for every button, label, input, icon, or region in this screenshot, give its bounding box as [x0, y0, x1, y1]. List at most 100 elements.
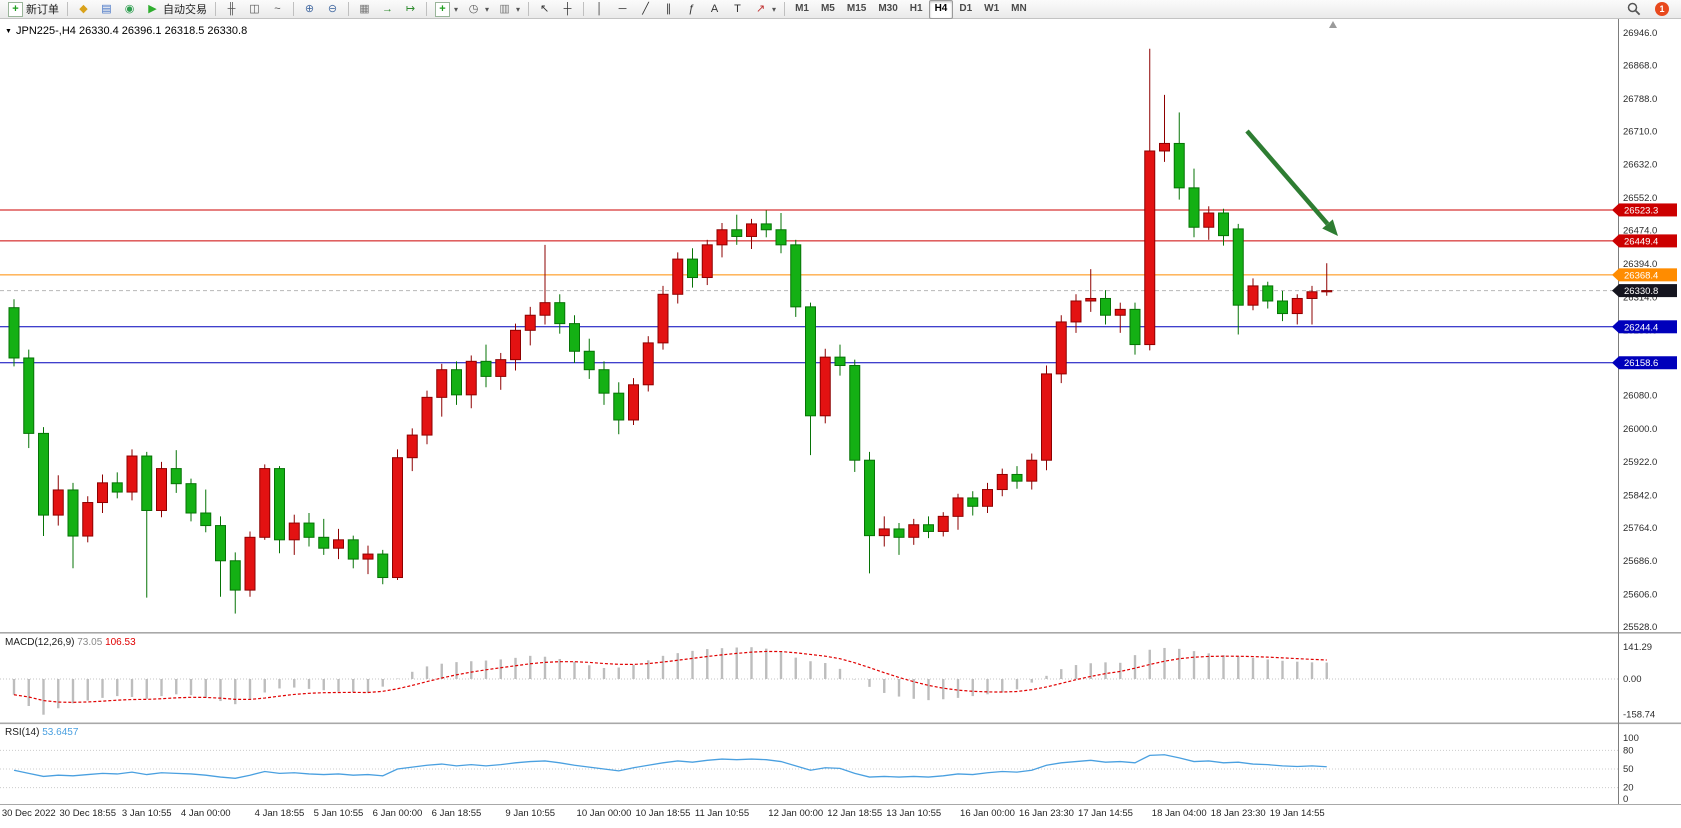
line-chart-button[interactable]: ~	[266, 0, 289, 19]
macd-histogram-bar	[101, 679, 104, 698]
chart-region[interactable]: 26946.0 26868.0 26788.0 26710.0 26632.0 26552…	[0, 19, 1681, 823]
toolbar-separator	[67, 2, 68, 16]
pane-separator-axis	[0, 804, 1681, 805]
bar-chart-button[interactable]: ╫	[220, 0, 243, 19]
macd-histogram-bar	[352, 679, 355, 693]
text-button[interactable]: A	[703, 0, 726, 19]
toolbar-separator	[784, 2, 786, 16]
macd-histogram-bar	[838, 668, 842, 679]
price-axis-label: 26632.0	[1623, 159, 1657, 170]
market-watch-button[interactable]: ◆	[72, 0, 95, 19]
vertical-line-icon: │	[596, 2, 603, 15]
fibonacci-button[interactable]: ƒ	[680, 0, 703, 19]
price-tag: 26368.4	[1612, 268, 1677, 282]
candle-body	[274, 468, 285, 541]
chart-title: JPN225-,H4 26330.4 26396.1 26318.5 26330…	[16, 25, 247, 37]
trendline-icon: ╱	[642, 2, 649, 15]
candle-body	[52, 489, 64, 516]
text-label-icon: T	[734, 2, 741, 15]
macd-histogram-bar	[1222, 655, 1225, 679]
new-order-button[interactable]: + 新订单	[4, 0, 63, 19]
time-axis-label: 30 Dec 18:55	[59, 808, 116, 819]
periods-button[interactable]: ◷ ▾	[462, 0, 493, 19]
timeframe-button-m15[interactable]: M15	[846, 2, 867, 14]
chart-shift-button[interactable]: ↦	[399, 0, 422, 19]
auto-scroll-button[interactable]: →	[376, 0, 399, 19]
candle-body	[893, 528, 905, 538]
candle-body	[1291, 297, 1303, 315]
macd-axis-label: -158.74	[1623, 710, 1655, 721]
cursor-button[interactable]: ↖	[533, 0, 556, 19]
timeframe-button-m5[interactable]: M5	[820, 2, 835, 14]
candle-body	[628, 384, 639, 421]
current-price-tag-text: 26330.8	[1624, 286, 1658, 297]
macd-histogram-bar	[971, 679, 974, 697]
crosshair-button[interactable]: ┼	[556, 0, 579, 19]
macd-histogram-bar	[794, 657, 797, 679]
macd-axis-label: 141.29	[1623, 642, 1652, 653]
macd-histogram-bar	[248, 679, 252, 700]
candle-body	[1277, 300, 1288, 315]
candle-body	[1247, 285, 1259, 306]
time-axis-label: 6 Jan 18:55	[432, 808, 482, 819]
candle-body	[406, 434, 418, 459]
new-order-icon: +	[8, 1, 23, 17]
macd-indicator-label: MACD(12,26,9) 73.05 106.53	[5, 637, 136, 648]
chart-canvas[interactable]: 26946.0 26868.0 26788.0 26710.0 26632.0 26552…	[0, 19, 1681, 823]
zoom-in-icon: ⊕	[304, 2, 315, 15]
macd-histogram-bar	[573, 661, 576, 679]
autotrading-button[interactable]: ▶ 自动交易	[141, 0, 211, 19]
templates-button[interactable]: ▥ ▾	[493, 0, 524, 19]
macd-histogram-bar	[853, 679, 856, 680]
price-axis-label: 25842.0	[1623, 490, 1657, 501]
navigator-button[interactable]: ◉	[118, 0, 141, 19]
macd-histogram-bar	[440, 663, 443, 679]
timeframe-button-m30[interactable]: M30	[878, 2, 898, 14]
tile-windows-button[interactable]: ▦	[353, 0, 376, 19]
data-window-button[interactable]: ▤	[95, 0, 118, 19]
channel-button[interactable]: ∥	[657, 0, 680, 19]
candle-body	[303, 522, 315, 538]
timeframe-button-h4[interactable]: H4	[928, 0, 954, 19]
price-tag-text: 26158.6	[1624, 358, 1658, 369]
chart-shift-marker[interactable]	[1329, 21, 1337, 28]
timeframe-button-w1[interactable]: W1	[984, 2, 1000, 14]
trendline-button[interactable]: ╱	[634, 0, 657, 19]
timeframe-button-h1[interactable]: H1	[909, 2, 923, 14]
zoom-out-button[interactable]: ⊖	[321, 0, 344, 19]
price-tag-box	[1619, 356, 1677, 370]
price-axis-label: 26552.0	[1623, 193, 1657, 204]
macd-histogram-bar	[897, 679, 901, 697]
macd-histogram-bar	[942, 679, 945, 700]
price-tag: 26449.4	[1612, 234, 1677, 248]
candlestick-chart-button[interactable]: ◫	[243, 0, 266, 19]
candle-body	[760, 223, 772, 231]
pane-separator-macd-rsi[interactable]	[0, 722, 1681, 725]
indicators-button[interactable]: + ▾	[431, 0, 462, 19]
text-label-button[interactable]: T	[726, 0, 749, 19]
timeframe-button-d1[interactable]: D1	[959, 2, 973, 14]
channel-icon: ∥	[665, 2, 672, 15]
timeframe-button-mn[interactable]: MN	[1011, 2, 1027, 14]
search-button[interactable]	[1623, 0, 1645, 19]
pane-separator-main-macd[interactable]	[0, 632, 1681, 634]
candle-body	[480, 360, 492, 377]
timeframe-button-m1[interactable]: M1	[795, 2, 809, 14]
price-tag-pointer	[1612, 234, 1619, 248]
macd-histogram-bar	[1207, 653, 1210, 679]
zoom-out-icon: ⊖	[327, 2, 338, 15]
macd-histogram-bar	[1163, 647, 1166, 679]
arrows-button[interactable]: ↗ ▾	[749, 0, 780, 19]
macd-histogram-bar	[86, 679, 89, 701]
trend-arrow-annotation[interactable]	[1245, 129, 1338, 236]
candle-body	[657, 293, 669, 344]
vertical-line-button[interactable]: │	[588, 0, 611, 19]
zoom-in-button[interactable]: ⊕	[298, 0, 321, 19]
macd-histogram-bar	[602, 667, 606, 679]
candle-body	[1262, 285, 1274, 302]
template-icon: ▥	[499, 2, 510, 15]
macd-histogram-bar	[647, 660, 650, 679]
notification-badge[interactable]: 1	[1655, 2, 1669, 16]
horizontal-line-button[interactable]: ─	[611, 0, 634, 19]
candle-body	[421, 396, 433, 436]
